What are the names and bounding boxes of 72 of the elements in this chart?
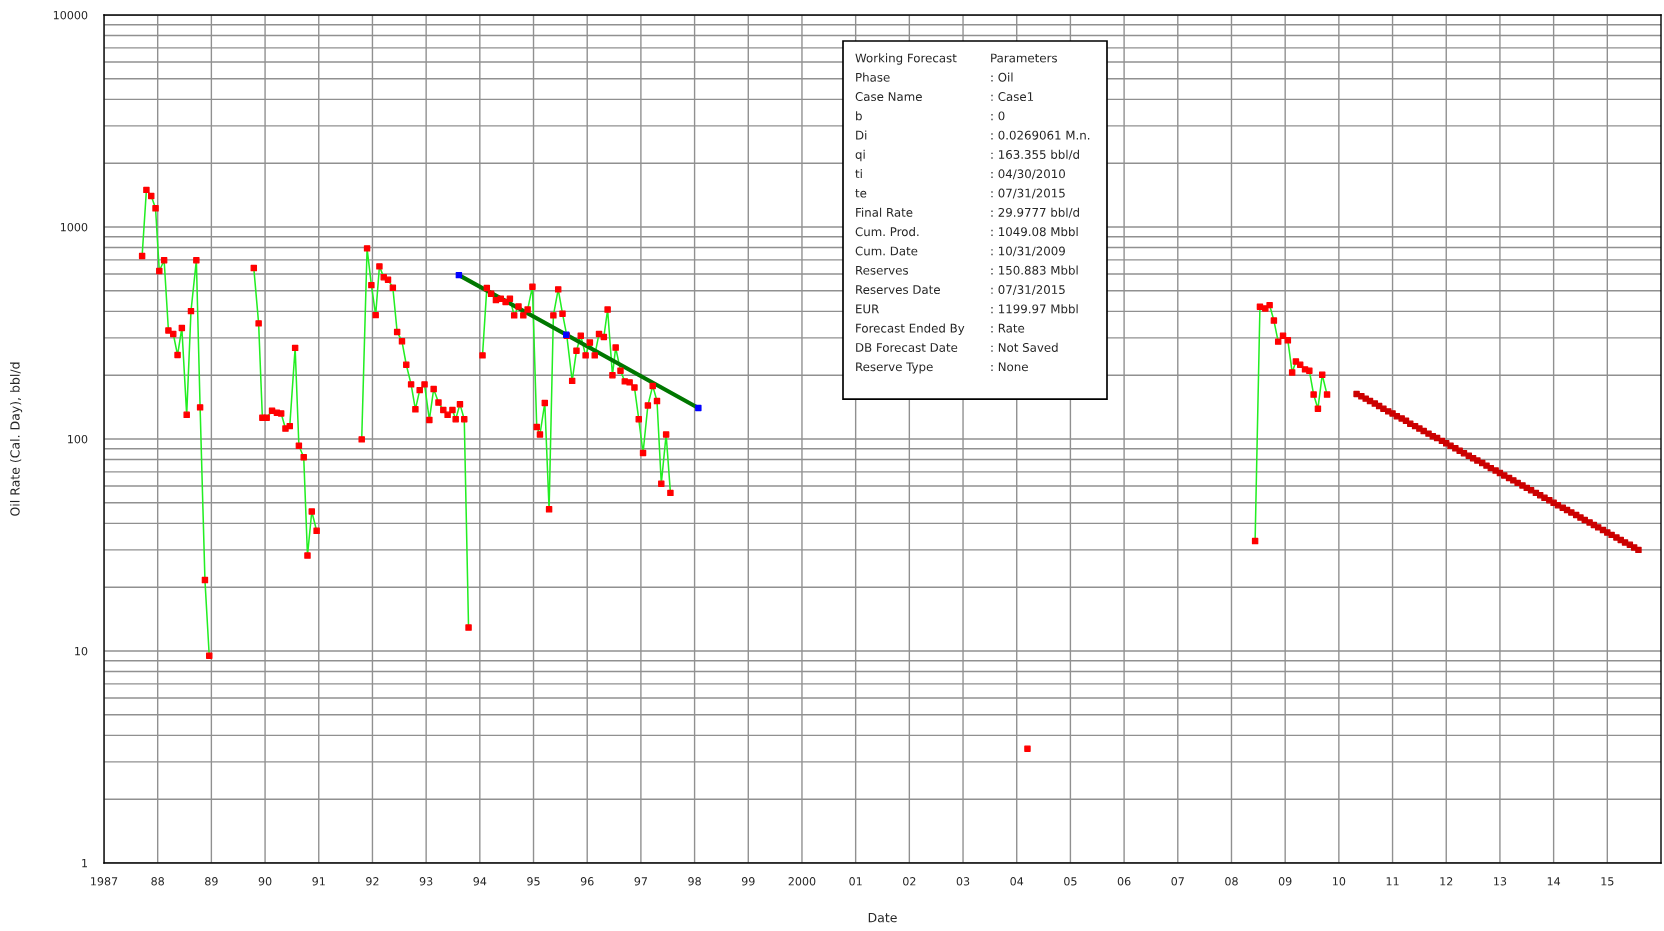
annotation: Final Rate bbox=[856, 207, 913, 217]
x-tick-label: 01 bbox=[849, 877, 862, 886]
annotation: : Case1 bbox=[991, 92, 1034, 102]
annotation: Parameters bbox=[991, 53, 1057, 63]
x-tick-label: 90 bbox=[258, 877, 272, 886]
y-tick-label: 100 bbox=[68, 434, 88, 444]
annotation: b bbox=[856, 111, 862, 121]
x-tick-label: 05 bbox=[1064, 877, 1077, 886]
annotation: Reserves Date bbox=[856, 285, 940, 295]
annotation: Working Forecast bbox=[855, 53, 957, 65]
annotation: Cum. Prod. bbox=[855, 226, 919, 237]
y-axis-title: Oil Rate (Cal. Day), bbl/d bbox=[10, 362, 23, 516]
x-tick-label: 99 bbox=[741, 877, 755, 886]
annotation: EUR bbox=[856, 304, 879, 314]
annotation: Forecast Ended By bbox=[856, 323, 965, 335]
annotation: Reserve Type bbox=[856, 362, 933, 374]
x-tick-label: 08 bbox=[1225, 877, 1238, 886]
x-tick-label: 1987 bbox=[91, 877, 118, 886]
point bbox=[455, 271, 463, 279]
annotation: : 150.883 Mbbl bbox=[991, 265, 1078, 275]
annotation: : Not Saved bbox=[991, 342, 1058, 352]
x-tick-label: 02 bbox=[903, 877, 916, 886]
annotation: Case Name bbox=[855, 92, 922, 102]
annotation: : 0 bbox=[991, 111, 1005, 121]
annotation: : 1199.97 Mbbl bbox=[991, 304, 1078, 314]
annotation: : 1049.08 Mbbl bbox=[991, 226, 1078, 237]
annotation: qi bbox=[855, 149, 865, 162]
annotation: : 29.9777 bbl/d bbox=[991, 207, 1079, 218]
x-tick-label: 14 bbox=[1547, 877, 1561, 886]
y-tick-label: 10000 bbox=[53, 10, 88, 20]
annotation: : 07/31/2015 bbox=[991, 188, 1065, 199]
annotation: ti bbox=[855, 169, 862, 179]
annotation: Phase bbox=[856, 72, 890, 82]
x-tick-label: 12 bbox=[1440, 877, 1453, 886]
x-tick-label: 92 bbox=[366, 877, 379, 886]
x-tick-label: 2000 bbox=[788, 877, 816, 886]
x-tick-label: 97 bbox=[634, 877, 648, 886]
annotation: : Oil bbox=[991, 72, 1013, 82]
x-tick-label: 07 bbox=[1171, 877, 1184, 886]
x-tick-label: 91 bbox=[312, 877, 325, 886]
x-tick-label: 93 bbox=[419, 877, 433, 886]
x-tick-label: 03 bbox=[956, 877, 970, 886]
x-tick-label: 89 bbox=[205, 877, 218, 886]
point bbox=[695, 404, 702, 412]
annotation: Di bbox=[856, 130, 867, 140]
x-tick-label: 95 bbox=[527, 877, 540, 886]
annotation: : 163.355 bbl/d bbox=[991, 149, 1079, 160]
x-tick-label: 13 bbox=[1494, 877, 1507, 886]
annotation: DB Forecast Date bbox=[856, 343, 958, 352]
x-axis-title: Date bbox=[868, 913, 897, 923]
y-tick-label: 1 bbox=[82, 859, 87, 868]
annotation: Reserves bbox=[856, 265, 909, 275]
annotation: : 10/31/2009 bbox=[991, 246, 1065, 257]
x-tick-label: 11 bbox=[1386, 877, 1399, 886]
x-tick-label: 09 bbox=[1278, 877, 1292, 886]
annotation: Cum. Date bbox=[855, 246, 918, 256]
x-tick-label: 10 bbox=[1333, 877, 1346, 886]
x-tick-label: 88 bbox=[151, 877, 164, 886]
annotation: : 04/30/2010 bbox=[991, 169, 1065, 180]
x-tick-label: 15 bbox=[1601, 877, 1614, 886]
x-tick-label: 96 bbox=[580, 877, 594, 886]
annotation: : None bbox=[991, 362, 1028, 372]
annotation: : Rate bbox=[991, 323, 1025, 333]
x-tick-label: 06 bbox=[1117, 877, 1131, 886]
y-tick-label: 10 bbox=[75, 646, 88, 656]
annotation: : 07/31/2015 bbox=[991, 285, 1065, 295]
x-tick-label: 94 bbox=[473, 877, 487, 886]
y-tick-label: 1000 bbox=[60, 222, 88, 232]
x-tick-label: 04 bbox=[1010, 877, 1024, 886]
annotation: : 0.0269061 M.n. bbox=[991, 130, 1090, 140]
annotation: te bbox=[855, 189, 867, 198]
x-tick-label: 98 bbox=[688, 877, 701, 886]
